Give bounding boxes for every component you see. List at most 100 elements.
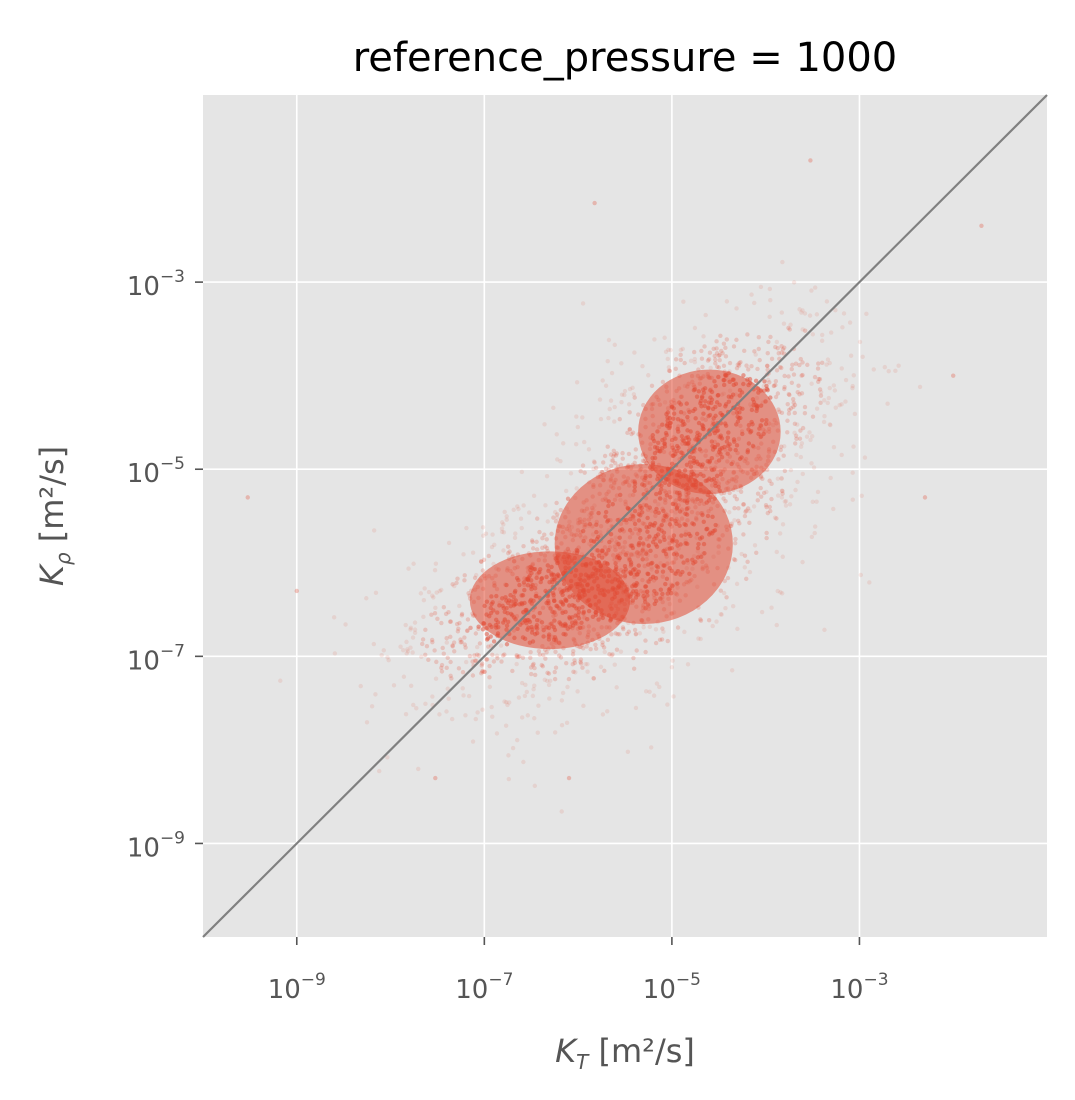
scatter-point — [343, 622, 348, 627]
scatter-point — [532, 683, 537, 688]
scatter-point — [679, 533, 684, 538]
scatter-point — [656, 462, 662, 468]
scatter-point — [581, 646, 586, 651]
scatter-point — [705, 371, 711, 377]
scatter-point — [747, 569, 753, 575]
scatter-point — [698, 636, 703, 642]
scatter-point — [465, 628, 470, 633]
scatter-point — [713, 383, 718, 389]
y-tick-label-3: 10−9 — [127, 828, 185, 863]
scatter-point — [461, 552, 466, 557]
scatter-point — [820, 360, 825, 365]
scatter-point — [433, 605, 438, 611]
scatter-point — [661, 518, 666, 523]
scatter-point — [449, 676, 454, 681]
scatter-point — [489, 544, 495, 550]
scatter-point — [699, 535, 705, 540]
scatter-point — [702, 403, 707, 409]
scatter-point — [671, 610, 677, 615]
scatter-point — [592, 579, 597, 584]
scatter-point — [610, 458, 616, 463]
scatter-point — [441, 605, 447, 610]
scatter-point — [669, 399, 674, 404]
scatter-point — [649, 567, 654, 572]
scatter-point — [618, 574, 623, 579]
scatter-point — [612, 481, 617, 486]
scatter-point — [410, 650, 415, 655]
scatter-point — [654, 563, 659, 569]
scatter-point — [668, 495, 673, 500]
scatter-point — [793, 361, 799, 366]
scatter-point — [733, 381, 739, 387]
scatter-point — [522, 636, 528, 641]
scatter-point — [630, 492, 636, 498]
scatter-point — [508, 592, 513, 598]
scatter-point — [710, 406, 716, 412]
scatter-point — [741, 381, 746, 387]
scatter-point — [744, 363, 749, 368]
scatter-point — [644, 551, 649, 556]
scatter-point — [494, 566, 499, 571]
scatter-point — [607, 545, 613, 550]
scatter-point — [701, 426, 706, 432]
scatter-point — [686, 491, 691, 496]
scatter-point — [802, 404, 808, 410]
scatter-point — [450, 582, 455, 587]
scatter-point — [742, 458, 747, 464]
scatter-point — [741, 532, 746, 537]
scatter-point — [491, 659, 497, 664]
scatter-point — [712, 445, 718, 450]
scatter-point — [793, 433, 799, 438]
scatter-point — [556, 524, 562, 529]
scatter-point — [738, 489, 744, 495]
scatter-point — [638, 535, 643, 541]
scatter-point — [715, 364, 720, 369]
scatter-point — [685, 414, 690, 420]
scatter-point — [501, 530, 507, 535]
scatter-point — [745, 506, 751, 511]
scatter-point — [731, 557, 737, 562]
scatter-point — [541, 652, 546, 658]
scatter-point — [673, 556, 679, 561]
scatter-point — [593, 594, 598, 599]
scatter-point — [665, 406, 671, 411]
scatter-point — [534, 575, 539, 581]
scatter-point — [564, 506, 570, 511]
scatter-point — [660, 506, 665, 512]
scatter-point — [640, 557, 645, 562]
scatter-point — [495, 656, 500, 661]
scatter-point — [681, 560, 686, 565]
scatter-point — [608, 531, 614, 537]
scatter-point — [670, 536, 675, 541]
scatter-point — [692, 573, 697, 579]
scatter-point — [780, 522, 786, 527]
scatter-point — [494, 586, 500, 592]
scatter-point — [750, 422, 755, 427]
scatter-point — [602, 453, 608, 459]
scatter-point — [867, 580, 872, 585]
scatter-point — [618, 492, 623, 498]
scatter-point — [610, 585, 616, 591]
scatter-point — [812, 530, 817, 536]
scatter-point — [578, 572, 584, 577]
scatter-point — [684, 512, 690, 517]
scatter-point — [712, 379, 717, 384]
scatter-point — [780, 491, 785, 496]
scatter-point — [600, 378, 605, 383]
scatter-point — [640, 475, 645, 480]
scatter-point — [687, 460, 693, 465]
scatter-point — [560, 690, 566, 696]
scatter-point — [688, 454, 693, 460]
scatter-point — [542, 553, 548, 558]
scatter-point — [555, 558, 560, 564]
scatter-point — [738, 359, 743, 365]
scatter-point — [423, 701, 428, 707]
scatter-point — [832, 388, 838, 393]
scatter-point — [651, 523, 657, 528]
scatter-point — [664, 384, 669, 389]
scatter-point — [750, 397, 756, 402]
scatter-point — [627, 427, 632, 432]
scatter-point — [538, 551, 544, 557]
scatter-point — [827, 360, 832, 366]
scatter-point — [627, 528, 633, 533]
